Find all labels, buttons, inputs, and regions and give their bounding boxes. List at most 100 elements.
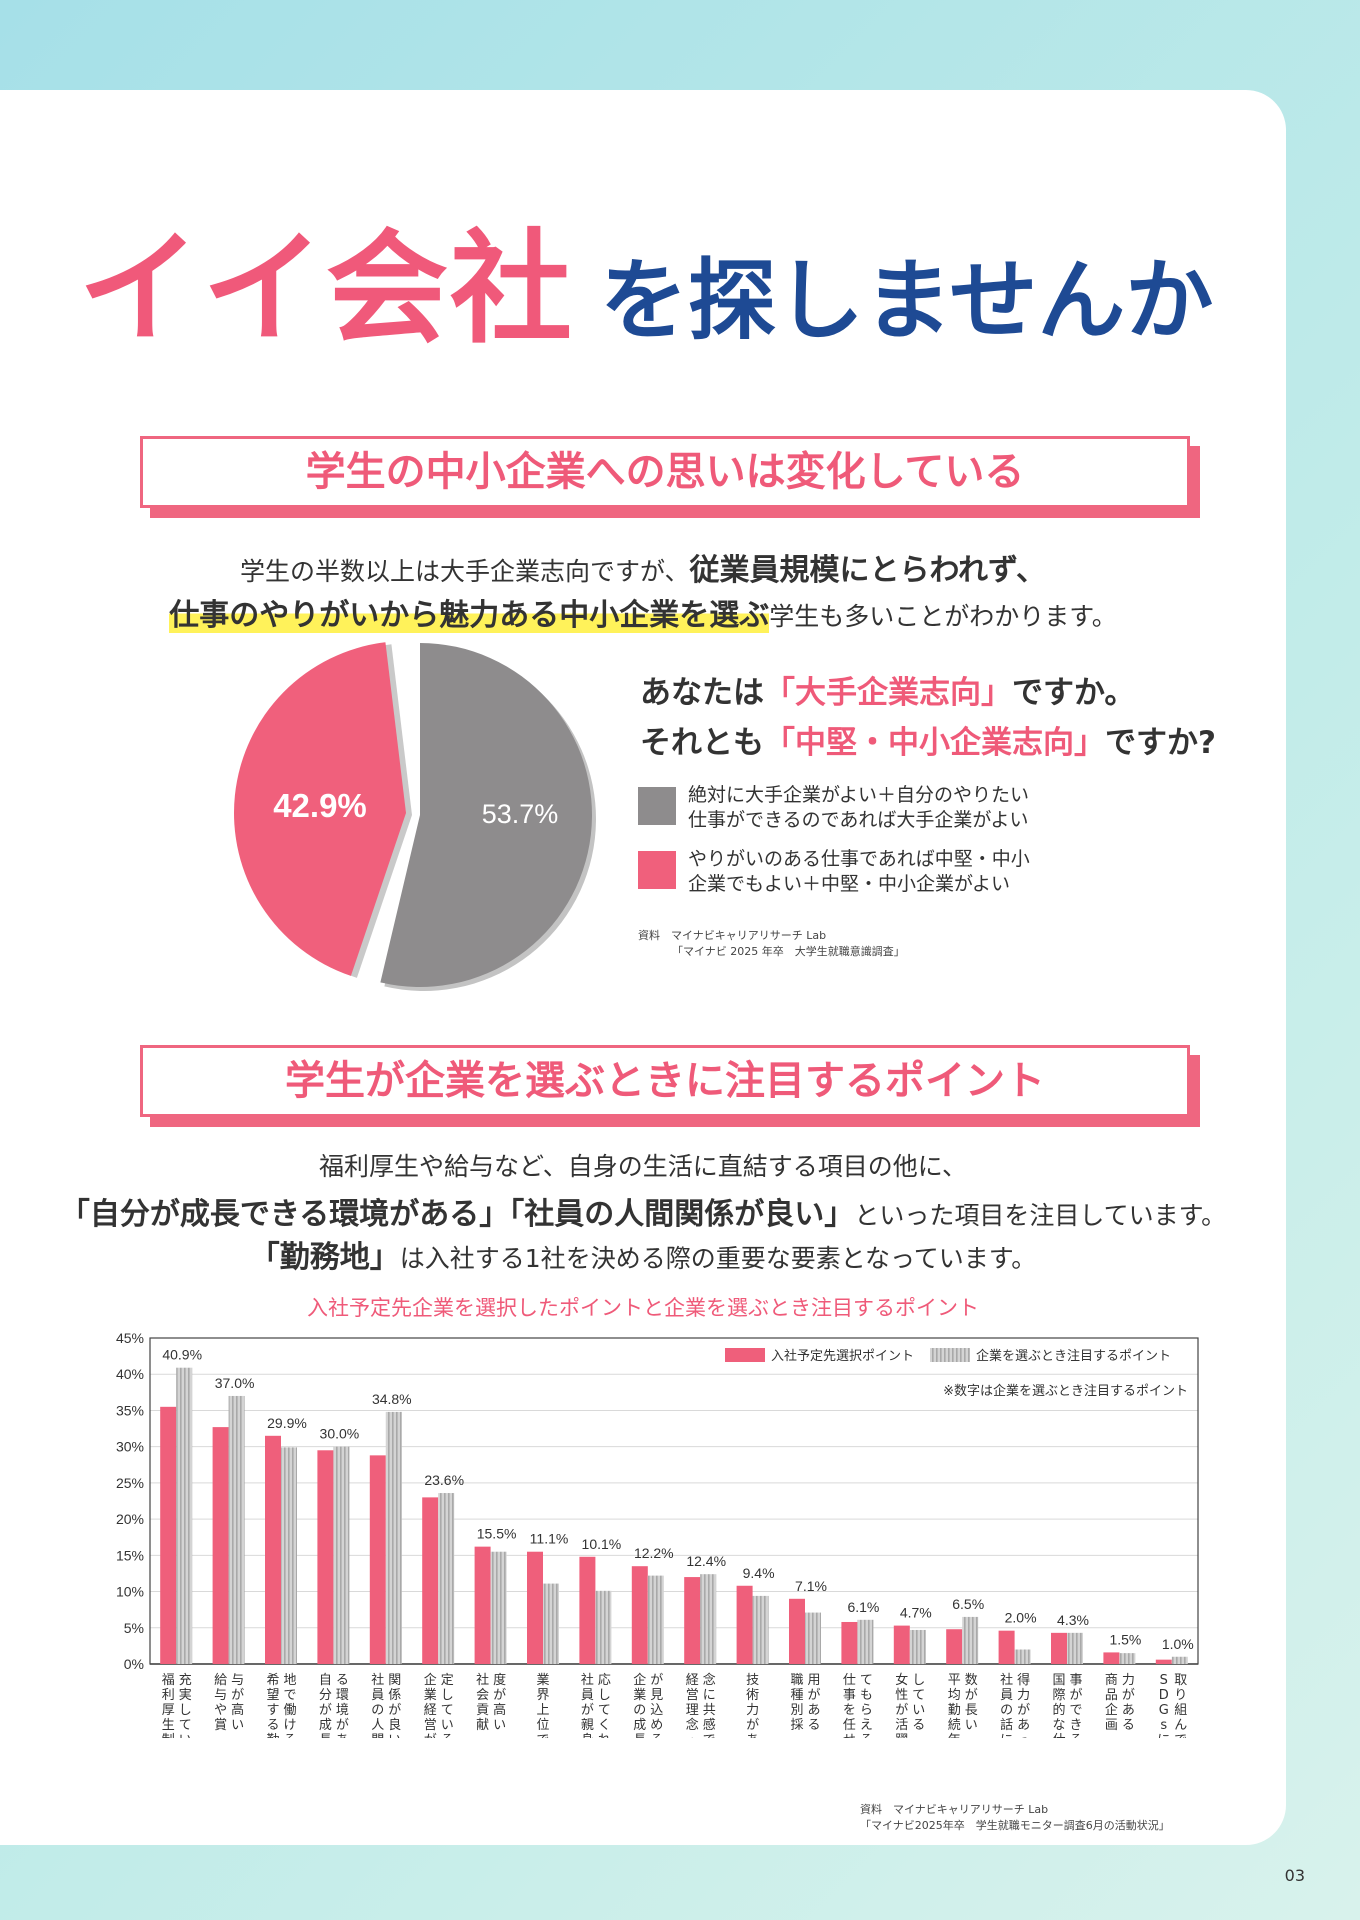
page-number: 03 [1284, 1866, 1305, 1885]
category-label: 平 [948, 1673, 961, 1688]
category-label: G [1159, 1703, 1169, 1718]
category-label: 分 [319, 1688, 332, 1703]
category-label: 経 [686, 1673, 699, 1688]
data-label: 4.7% [900, 1605, 932, 1621]
bar-series2 [385, 1411, 402, 1664]
section2-title: 学生が企業を選ぶときに注目するポイント [140, 1045, 1190, 1117]
category-label: る [283, 1733, 296, 1738]
y-tick-label: 0% [124, 1656, 144, 1672]
category-label: 国 [1052, 1673, 1065, 1688]
category-label: 長 [319, 1733, 332, 1738]
headline-blue: を探しませんか [600, 249, 1214, 352]
category-label: 高 [493, 1702, 506, 1718]
bar-series2 [490, 1551, 507, 1664]
category-label: 社 [581, 1672, 594, 1688]
category-label: 働 [283, 1703, 296, 1718]
category-label: め [650, 1718, 663, 1733]
category-label: す [266, 1703, 279, 1718]
category-label: 利 [162, 1688, 175, 1703]
bar-series1 [1051, 1632, 1067, 1664]
category-label: 会 [476, 1688, 489, 1703]
data-label: 6.5% [952, 1596, 984, 1612]
data-label: 10.1% [582, 1536, 622, 1552]
bar-series2 [543, 1583, 559, 1664]
y-tick-label: 40% [116, 1366, 144, 1382]
category-label: 勤 [948, 1703, 961, 1718]
category-label: 別 [790, 1703, 803, 1718]
category-label: 係 [388, 1688, 401, 1703]
y-tick-label: 20% [116, 1511, 144, 1527]
category-label: 念 [686, 1717, 699, 1733]
category-label: 種 [790, 1687, 803, 1703]
intro-bold: 「自分が成長できる環境がある」「社員の人間関係が良い」 [59, 1197, 855, 1232]
section1-intro-line1: 学生の半数以上は大手企業志向ですが、従業員規模にとらわれず、 [0, 545, 1286, 589]
category-label: る [266, 1718, 279, 1733]
category-label: 取 [1174, 1673, 1187, 1688]
bar-series2 [595, 1590, 612, 1664]
category-label: る [1122, 1718, 1135, 1733]
y-tick-label: 30% [116, 1439, 144, 1455]
category-label: 込 [650, 1703, 663, 1718]
category-label: る [441, 1733, 454, 1738]
chart-note: ※数字は企業を選ぶとき注目するポイント [943, 1383, 1188, 1399]
category-label: が [807, 1688, 820, 1703]
legend-label-series1: 入社予定先選択ポイント [771, 1348, 914, 1364]
category-label: で [1174, 1733, 1187, 1738]
category-label: 実 [179, 1687, 192, 1703]
category-label: て [179, 1718, 192, 1733]
category-label: 成 [319, 1718, 332, 1733]
category-label: い [388, 1733, 401, 1738]
category-label: 員 [371, 1688, 384, 1703]
category-label: 理 [686, 1703, 699, 1718]
category-label: て [441, 1703, 454, 1718]
category-label: 境 [336, 1703, 349, 1718]
category-label: き [1069, 1718, 1082, 1733]
category-label: s [1160, 1718, 1167, 1733]
category-label: る [650, 1733, 663, 1738]
headline: イイ会社 を探しませんか [78, 190, 1213, 367]
bar-series2 [805, 1612, 821, 1664]
data-label: 9.4% [743, 1565, 775, 1581]
bar-series2 [1067, 1632, 1083, 1664]
category-label: 見 [650, 1688, 663, 1703]
q2a: それとも [640, 725, 764, 761]
bar-series1 [212, 1427, 229, 1664]
category-label: れ [598, 1733, 611, 1738]
category-label: 企 [424, 1672, 437, 1688]
pie-legend-item-pink: やりがいのある仕事であれば中堅・中小 企業でもよい＋中堅・中小企業がよい [638, 847, 1030, 897]
pie-source: 資料 マイナビキャリアリサーチ Lab 「マイナビ 2025 年卒 大学生就職意… [638, 928, 905, 960]
category-label: に [1157, 1733, 1170, 1738]
category-label: が [1122, 1688, 1135, 1703]
bar-source: 資料 マイナビキャリアリサーチ Lab 「マイナビ2025年卒 学生就職モニター… [860, 1802, 1170, 1834]
category-label: 勤 [266, 1733, 279, 1738]
category-label: 年 [948, 1733, 961, 1738]
category-label: 仕 [843, 1673, 856, 1688]
category-label: の [371, 1703, 384, 1718]
data-label: 37.0% [215, 1375, 255, 1391]
category-label: せ [843, 1733, 856, 1738]
bar-series1 [369, 1455, 386, 1664]
category-label: る [336, 1673, 349, 1688]
category-label: 企 [633, 1672, 646, 1688]
category-label: る [860, 1733, 873, 1738]
bar-series1 [160, 1406, 177, 1664]
category-label: あ [1017, 1718, 1030, 1733]
category-label: も [860, 1688, 873, 1703]
category-label: 力 [1122, 1673, 1135, 1688]
data-label: 15.5% [477, 1526, 517, 1542]
y-tick-label: 10% [116, 1584, 144, 1600]
category-label: 力 [746, 1703, 759, 1718]
pie-question: あなたは「大手企業志向」ですか。 それとも「中堅・中小企業志向」ですか? [640, 668, 1216, 768]
source-line: 「マイナビ2025年卒 学生就職モニター調査6月の活動状況」 [860, 1819, 1170, 1832]
data-label: 1.5% [1109, 1631, 1141, 1647]
bar-series1 [265, 1435, 281, 1664]
bar-chart-title: 入社予定先企業を選択したポイントと企業を選ぶとき注目するポイント [307, 1296, 979, 1320]
category-label: っ [1017, 1733, 1030, 1738]
pie-label-gray: 53.7% [482, 799, 559, 829]
category-label: 業 [424, 1687, 437, 1703]
intro-text: は入社する1社を決める際の重要な要素となっています。 [399, 1244, 1037, 1273]
category-label: S [1160, 1673, 1168, 1688]
bar-chart: 0%5%10%15%20%25%30%35%40%45%40.9%福利厚生制度が… [116, 1330, 1199, 1738]
bar-series1 [841, 1621, 858, 1664]
category-label: 経 [424, 1703, 437, 1718]
